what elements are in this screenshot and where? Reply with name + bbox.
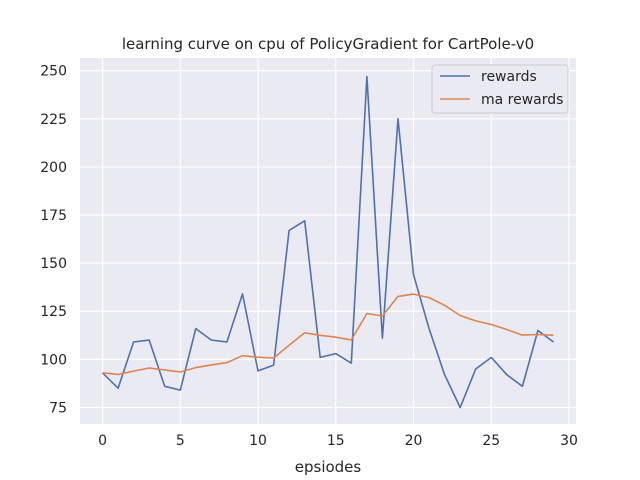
x-tick-label: 30 — [560, 433, 578, 449]
series-line-rewards — [101, 75, 554, 409]
series-line-ma-rewards — [102, 293, 554, 376]
y-tick-label: 225 — [40, 112, 67, 128]
legend-label-rewards: rewards — [481, 69, 537, 85]
y-tick-label: 125 — [40, 304, 67, 320]
y-tick-label: 150 — [40, 256, 67, 272]
x-axis-label: epsiodes — [295, 458, 362, 476]
legend: rewards ma rewards — [431, 64, 569, 114]
y-tick-label: 75 — [49, 400, 67, 416]
grid — [80, 58, 576, 424]
chart-title: learning curve on cpu of PolicyGradient … — [122, 35, 534, 53]
x-tick-label: 20 — [405, 433, 423, 449]
y-tick-label: 250 — [40, 64, 67, 80]
x-tick-label: 5 — [176, 433, 185, 449]
y-tick-label: 175 — [40, 208, 67, 224]
x-tick-label: 0 — [98, 433, 107, 449]
y-tick-label: 200 — [40, 160, 67, 176]
x-tick-label: 15 — [327, 433, 345, 449]
x-tick-label: 25 — [482, 433, 500, 449]
x-tick-label: 10 — [249, 433, 267, 449]
x-tick-labels: 0 5 10 15 20 25 30 — [98, 433, 578, 449]
legend-box — [431, 64, 569, 114]
series-lines — [101, 75, 554, 409]
y-tick-label: 100 — [40, 352, 67, 368]
y-tick-labels: 75 100 125 150 175 200 225 250 — [40, 64, 67, 417]
legend-label-ma-rewards: ma rewards — [481, 92, 563, 108]
